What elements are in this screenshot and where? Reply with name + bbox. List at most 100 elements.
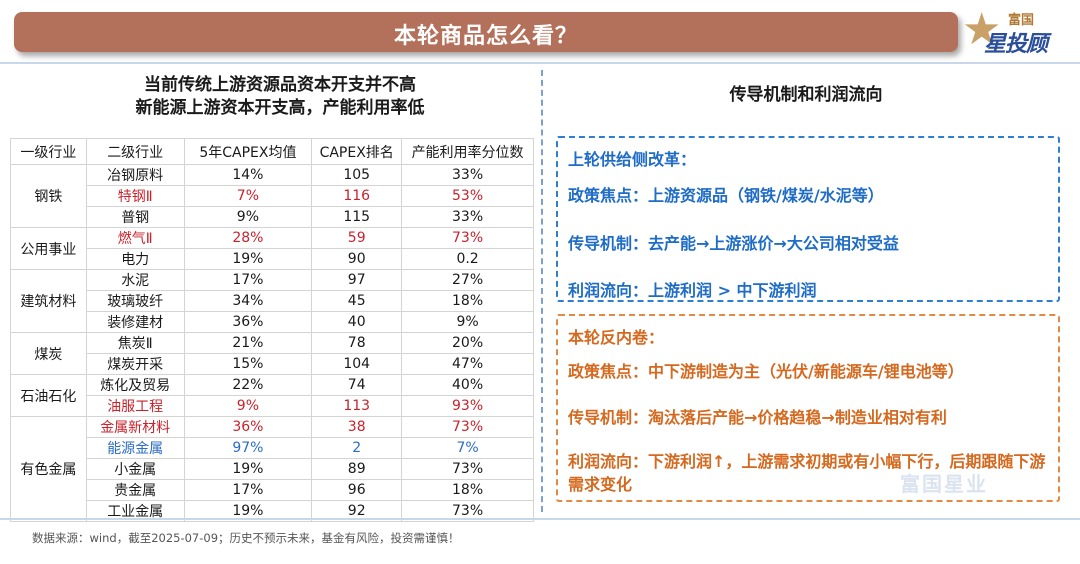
- table-row: 小金属 19% 89 73%: [11, 458, 534, 480]
- star-icon: ★: [962, 4, 1002, 55]
- column-header: CAPEX排名: [311, 138, 403, 165]
- capex-avg-cell: 17%: [183, 479, 313, 501]
- capex-avg-cell: 9%: [183, 206, 313, 228]
- utilization-cell: 40%: [401, 374, 534, 396]
- anti-involution-box: 本轮反内卷： 政策焦点：中下游制造为主（光伏/新能源车/锂电池等） 传导机制：淘…: [556, 314, 1060, 502]
- industry-l2-cell: 普钢: [85, 206, 185, 228]
- industry-l2-cell: 煤炭开采: [85, 353, 185, 375]
- utilization-cell: 53%: [401, 185, 534, 207]
- table-row: 煤炭开采 15% 104 47%: [11, 353, 534, 375]
- table-row: 建筑材料 水泥 17% 97 27%: [10, 269, 534, 333]
- utilization-cell: 7%: [401, 437, 534, 459]
- industry-l2-cell: 装修建材: [85, 311, 185, 333]
- utilization-cell: 73%: [401, 227, 534, 249]
- box1-title: 上轮供给侧改革：: [568, 150, 697, 169]
- capex-avg-cell: 34%: [183, 290, 313, 312]
- column-header: 二级行业: [85, 138, 185, 165]
- utilization-cell: 18%: [401, 479, 534, 501]
- capex-rank-cell: 89: [311, 458, 403, 480]
- utilization-cell: 0.2: [401, 248, 534, 270]
- utilization-cell: 33%: [401, 206, 534, 228]
- table-row: 工业金属 19% 92 73%: [11, 500, 534, 522]
- utilization-cell: 47%: [401, 353, 534, 375]
- industry-l2-cell: 能源金属: [85, 437, 185, 459]
- table-row: 钢铁 冶钢原料 14% 105 33%: [10, 164, 534, 228]
- capex-avg-cell: 19%: [183, 248, 313, 270]
- utilization-cell: 73%: [401, 500, 534, 522]
- capex-avg-cell: 9%: [183, 395, 313, 417]
- table-row: 有色金属 金属新材料 36% 38 73%: [10, 416, 534, 522]
- table-row: 装修建材 36% 40 9%: [11, 311, 534, 333]
- left-heading-line2: 新能源上游资本开支高，产能利用率低: [135, 98, 425, 118]
- industry-l1-cell: 煤炭: [10, 332, 87, 375]
- capex-rank-cell: 96: [311, 479, 403, 501]
- box2-mechanism: 传导机制：淘汰落后产能→价格趋稳→制造业相对有利: [568, 408, 947, 427]
- industry-l2-cell: 焦炭Ⅱ: [85, 332, 185, 354]
- utilization-cell: 33%: [401, 164, 534, 186]
- table-row: 公用事业 燃气Ⅱ 28% 59 73%: [10, 227, 534, 270]
- column-header: 一级行业: [10, 138, 87, 165]
- page-title: 本轮商品怎么看？: [393, 24, 578, 49]
- capex-avg-cell: 7%: [183, 185, 313, 207]
- supply-side-reform-box: 上轮供给侧改革： 政策焦点：上游资源品（钢铁/煤炭/水泥等） 传导机制：去产能→…: [556, 136, 1060, 302]
- table-row: 普钢 9% 115 33%: [11, 206, 534, 228]
- box2-profit: 利润流向：下游利润↑，上游需求初期或有小幅下行，后期跟随下游需求变化: [568, 452, 1046, 494]
- industry-l2-cell: 水泥: [85, 269, 185, 291]
- brand-logo: ★ 富国 星投顾: [962, 6, 1072, 58]
- capex-avg-cell: 22%: [183, 374, 313, 396]
- industry-l2-cell: 金属新材料: [85, 416, 185, 438]
- utilization-cell: 27%: [401, 269, 534, 291]
- table-row: 电力 19% 90 0.2: [11, 248, 534, 270]
- capex-avg-cell: 36%: [183, 416, 313, 438]
- capex-rank-cell: 105: [311, 164, 403, 186]
- industry-l2-cell: 油服工程: [85, 395, 185, 417]
- box2-title: 本轮反内卷：: [568, 328, 665, 347]
- industry-l2-cell: 玻璃玻纤: [85, 290, 185, 312]
- top-divider: [0, 62, 1080, 64]
- utilization-cell: 73%: [401, 458, 534, 480]
- capex-rank-cell: 115: [311, 206, 403, 228]
- industry-l1-cell: 公用事业: [10, 227, 87, 270]
- industry-l2-cell: 炼化及贸易: [85, 374, 185, 396]
- box1-policy: 政策焦点：上游资源品（钢铁/煤炭/水泥等）: [568, 186, 884, 205]
- table-row: 贵金属 17% 96 18%: [11, 479, 534, 501]
- left-heading: 当前传统上游资源品资本开支并不高 新能源上游资本开支高，产能利用率低: [40, 74, 520, 120]
- table-header-row: 一级行业 二级行业 5年CAPEX均值 CAPEX排名 产能利用率分位数: [10, 138, 534, 165]
- industry-l1-cell: 钢铁: [10, 164, 87, 228]
- capex-rank-cell: 78: [311, 332, 403, 354]
- capex-rank-cell: 74: [311, 374, 403, 396]
- capex-rank-cell: 38: [311, 416, 403, 438]
- industry-l2-cell: 贵金属: [85, 479, 185, 501]
- title-banner: 本轮商品怎么看？: [14, 12, 958, 52]
- industry-l2-cell: 冶钢原料: [85, 164, 185, 186]
- table-row: 能源金属 97% 2 7%: [11, 437, 534, 459]
- table-body: 钢铁 冶钢原料 14% 105 33% 特钢Ⅱ 7% 116 53% 普钢 9% 115 33% 公用事业…: [10, 164, 534, 522]
- capex-avg-cell: 36%: [183, 311, 313, 333]
- box1-mechanism: 传导机制：去产能→上游涨价→大公司相对受益: [568, 234, 899, 253]
- table-row: 特钢Ⅱ 7% 116 53%: [11, 185, 534, 207]
- industry-l2-cell: 电力: [85, 248, 185, 270]
- bottom-divider: [0, 518, 1080, 520]
- box2-policy: 政策焦点：中下游制造为主（光伏/新能源车/锂电池等）: [568, 362, 964, 381]
- capex-avg-cell: 15%: [183, 353, 313, 375]
- industry-l2-cell: 特钢Ⅱ: [85, 185, 185, 207]
- logo-main-text: 星投顾: [984, 32, 1048, 57]
- capex-rank-cell: 104: [311, 353, 403, 375]
- capex-rank-cell: 116: [311, 185, 403, 207]
- capex-avg-cell: 17%: [183, 269, 313, 291]
- utilization-cell: 18%: [401, 290, 534, 312]
- utilization-cell: 20%: [401, 332, 534, 354]
- vertical-divider: [541, 70, 543, 512]
- capex-avg-cell: 19%: [183, 458, 313, 480]
- column-header: 5年CAPEX均值: [183, 138, 313, 165]
- table-row: 煤炭 焦炭Ⅱ 21% 78 20%: [10, 332, 534, 375]
- capex-avg-cell: 97%: [183, 437, 313, 459]
- left-heading-line1: 当前传统上游资源品资本开支并不高: [144, 75, 416, 95]
- table-row: 油服工程 9% 113 93%: [11, 395, 534, 417]
- table-row: 石油石化 炼化及贸易 22% 74 40%: [10, 374, 534, 417]
- capex-avg-cell: 14%: [183, 164, 313, 186]
- capex-rank-cell: 90: [311, 248, 403, 270]
- capex-rank-cell: 113: [311, 395, 403, 417]
- capex-rank-cell: 97: [311, 269, 403, 291]
- footer-disclaimer: 数据来源：wind，截至2025-07-09；历史不预示未来，基金有风险，投资需…: [32, 531, 460, 545]
